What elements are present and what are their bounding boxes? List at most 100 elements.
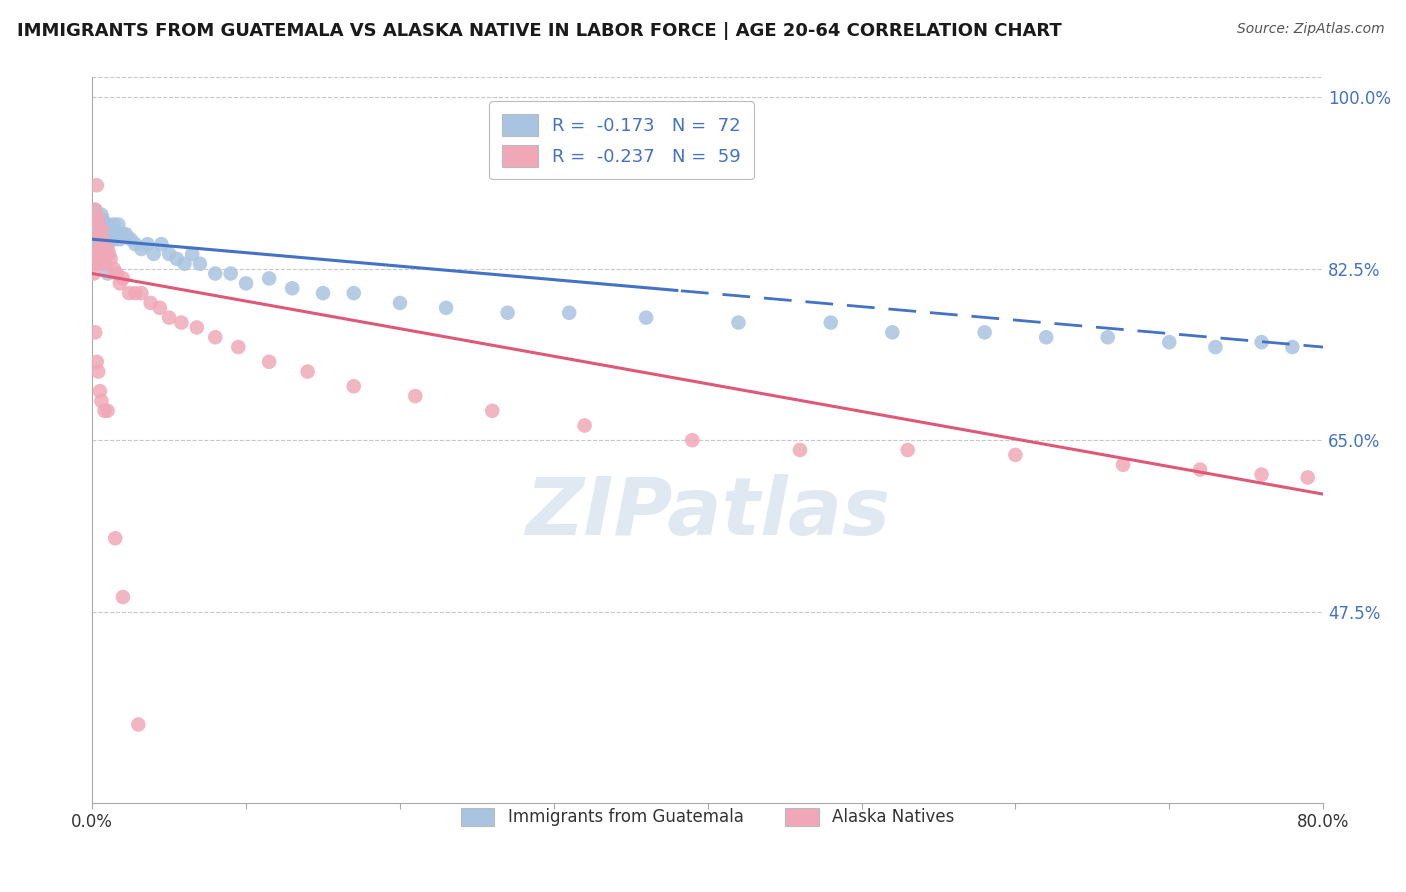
Point xyxy=(181,247,204,261)
Point xyxy=(1296,470,1319,484)
Point xyxy=(101,232,124,246)
Point xyxy=(1189,462,1212,476)
Point xyxy=(727,316,749,330)
Point xyxy=(93,237,115,252)
Text: ZIPatlas: ZIPatlas xyxy=(526,474,890,552)
Point xyxy=(219,267,242,281)
Legend: Immigrants from Guatemala, Alaska Natives: Immigrants from Guatemala, Alaska Native… xyxy=(453,799,963,835)
Point xyxy=(108,232,131,246)
Point xyxy=(105,267,128,281)
Point xyxy=(84,247,107,261)
Point xyxy=(343,286,366,301)
Point xyxy=(235,277,257,291)
Point xyxy=(104,232,127,246)
Point xyxy=(84,202,107,217)
Point xyxy=(108,277,131,291)
Point xyxy=(973,326,995,340)
Point xyxy=(789,442,811,457)
Point xyxy=(166,252,188,266)
Point xyxy=(111,271,134,285)
Point xyxy=(90,252,112,266)
Point xyxy=(87,247,110,261)
Point xyxy=(142,247,165,261)
Point xyxy=(97,404,120,418)
Point xyxy=(481,404,503,418)
Point xyxy=(93,218,115,232)
Point xyxy=(94,222,117,236)
Point xyxy=(124,286,146,301)
Text: IMMIGRANTS FROM GUATEMALA VS ALASKA NATIVE IN LABOR FORCE | AGE 20-64 CORRELATIO: IMMIGRANTS FROM GUATEMALA VS ALASKA NATI… xyxy=(17,22,1062,40)
Point xyxy=(897,442,920,457)
Point xyxy=(93,247,115,261)
Point xyxy=(343,379,366,393)
Point xyxy=(281,281,304,295)
Point xyxy=(89,218,111,232)
Point xyxy=(98,247,121,261)
Point xyxy=(1004,448,1026,462)
Point xyxy=(150,237,173,252)
Point xyxy=(84,218,107,232)
Point xyxy=(90,232,112,246)
Point xyxy=(1159,335,1181,350)
Point xyxy=(115,227,138,242)
Point xyxy=(87,232,110,246)
Point xyxy=(84,237,107,252)
Point xyxy=(104,531,127,545)
Point xyxy=(94,257,117,271)
Point xyxy=(173,257,195,271)
Point xyxy=(105,227,128,242)
Point xyxy=(84,326,107,340)
Point xyxy=(84,227,107,242)
Point xyxy=(1112,458,1135,472)
Point xyxy=(136,237,159,252)
Point xyxy=(496,306,519,320)
Point xyxy=(91,242,114,256)
Point xyxy=(84,202,107,217)
Point xyxy=(149,301,172,315)
Point xyxy=(820,316,842,330)
Point xyxy=(83,247,105,261)
Point xyxy=(131,286,153,301)
Point xyxy=(84,257,107,271)
Point xyxy=(89,257,111,271)
Point xyxy=(111,227,134,242)
Point xyxy=(90,222,112,236)
Point xyxy=(98,227,121,242)
Point xyxy=(97,267,120,281)
Point xyxy=(86,222,108,236)
Point xyxy=(681,433,703,447)
Text: Source: ZipAtlas.com: Source: ZipAtlas.com xyxy=(1237,22,1385,37)
Point xyxy=(127,717,149,731)
Point xyxy=(91,232,114,246)
Point xyxy=(404,389,426,403)
Point xyxy=(86,232,108,246)
Point xyxy=(312,286,335,301)
Point xyxy=(87,212,110,227)
Point xyxy=(86,212,108,227)
Point xyxy=(90,394,112,409)
Point xyxy=(1250,335,1272,350)
Point xyxy=(91,212,114,227)
Point xyxy=(124,237,146,252)
Point xyxy=(83,267,105,281)
Point xyxy=(434,301,457,315)
Point xyxy=(131,242,153,256)
Point xyxy=(204,267,226,281)
Point xyxy=(86,355,108,369)
Point xyxy=(558,306,581,320)
Point xyxy=(636,310,658,325)
Point xyxy=(1035,330,1057,344)
Point xyxy=(1281,340,1303,354)
Point xyxy=(91,227,114,242)
Point xyxy=(83,227,105,242)
Point xyxy=(97,237,120,252)
Point xyxy=(100,252,122,266)
Point xyxy=(157,247,180,261)
Point xyxy=(86,247,108,261)
Point xyxy=(97,242,120,256)
Point xyxy=(257,355,280,369)
Point xyxy=(87,242,110,256)
Point xyxy=(83,218,105,232)
Point xyxy=(111,590,134,604)
Point xyxy=(388,296,411,310)
